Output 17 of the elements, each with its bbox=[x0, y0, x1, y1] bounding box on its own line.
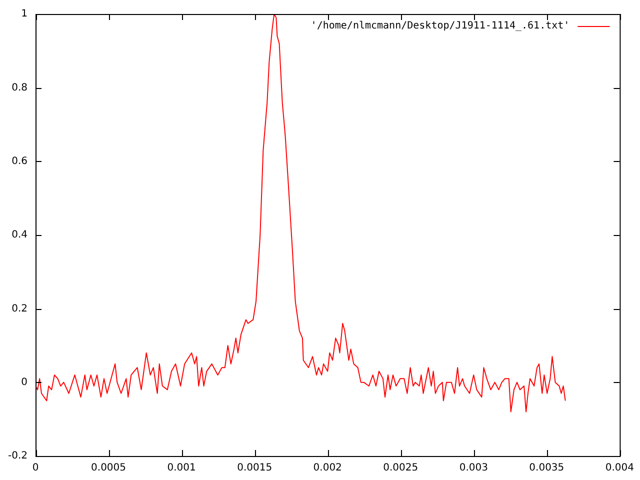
y-tick-label: 0.2 bbox=[12, 303, 28, 314]
x-tick-label: 0.003 bbox=[459, 462, 488, 474]
x-tick-label: 0.0025 bbox=[383, 462, 418, 474]
y-tick-label: -0.2 bbox=[8, 450, 28, 462]
x-tick-label: 0.002 bbox=[313, 462, 342, 474]
y-tick-label: 0.8 bbox=[12, 82, 28, 94]
y-tick-label: 0.4 bbox=[12, 230, 28, 241]
legend-label: '/home/nlmcmann/Desktop/J1911-1114_.61.txt' bbox=[310, 20, 570, 32]
x-tick-label: 0.004 bbox=[605, 462, 634, 474]
x-tick-label: 0.0035 bbox=[529, 462, 564, 474]
x-tick-label: 0.0005 bbox=[91, 462, 126, 474]
x-tick-label: 0 bbox=[32, 462, 39, 474]
x-tick-label: 0.0015 bbox=[237, 462, 272, 474]
y-tick-label: 0 bbox=[21, 376, 28, 388]
x-tick-label: 0.001 bbox=[167, 462, 196, 474]
y-tick-label: 1 bbox=[21, 8, 28, 20]
y-tick-label: 0.6 bbox=[12, 156, 28, 167]
